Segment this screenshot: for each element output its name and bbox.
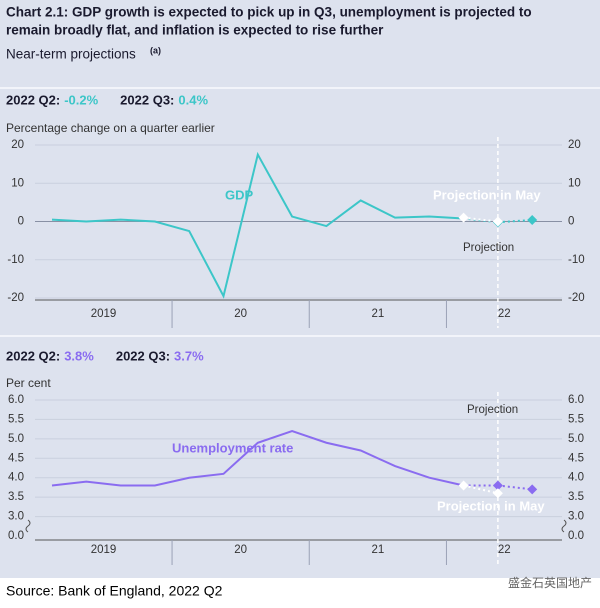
diamond-marker bbox=[458, 480, 469, 491]
y-break-label: 0.0 bbox=[8, 530, 24, 542]
y-tick-label: 20 bbox=[568, 139, 581, 151]
y-tick-label: 3.5 bbox=[8, 491, 24, 503]
headline-label: 2022 Q3: bbox=[120, 92, 174, 107]
y-axis-label: Percentage change on a quarter earlier bbox=[6, 121, 215, 135]
axis-break bbox=[561, 519, 567, 533]
y-tick-label: -10 bbox=[7, 254, 24, 266]
title-line: remain broadly flat, and inflation is ex… bbox=[6, 23, 384, 38]
series-label: Projection bbox=[463, 242, 514, 254]
y-tick-label: 6.0 bbox=[8, 394, 24, 406]
y-tick-label: 10 bbox=[568, 177, 581, 189]
headline-value: 3.8% bbox=[64, 348, 94, 363]
y-tick-label: -20 bbox=[568, 292, 585, 304]
x-tick-label: 2019 bbox=[91, 544, 117, 556]
y-axis-label: Per cent bbox=[6, 376, 51, 390]
series-line bbox=[51, 430, 464, 487]
y-tick-label: 5.0 bbox=[8, 433, 24, 445]
y-tick-label: 3.0 bbox=[8, 511, 24, 523]
diamond-marker bbox=[492, 216, 503, 227]
y-tick-label: 0 bbox=[568, 216, 574, 228]
headline-value: 3.7% bbox=[174, 348, 204, 363]
y-tick-label: 0 bbox=[18, 216, 24, 228]
y-tick-label: 5.5 bbox=[568, 413, 584, 425]
diamond-marker bbox=[458, 212, 469, 223]
series-line bbox=[463, 216, 499, 223]
watermark: 盛金石英国地产 bbox=[508, 575, 592, 590]
y-break-label: 0.0 bbox=[568, 530, 584, 542]
series-label: GDP bbox=[225, 187, 254, 202]
x-tick-label: 22 bbox=[498, 544, 511, 556]
y-tick-label: -10 bbox=[568, 254, 585, 266]
headline-value: 0.4% bbox=[178, 92, 208, 107]
y-tick-label: 5.5 bbox=[8, 413, 24, 425]
y-tick-label: 4.5 bbox=[568, 452, 584, 464]
x-tick-label: 20 bbox=[234, 308, 247, 320]
y-tick-label: 4.0 bbox=[8, 472, 24, 484]
y-tick-label: 3.0 bbox=[568, 511, 584, 523]
headline-label: 2022 Q3: bbox=[116, 348, 170, 363]
series-line bbox=[463, 484, 499, 495]
y-tick-label: -20 bbox=[7, 292, 24, 304]
y-tick-label: 4.5 bbox=[8, 452, 24, 464]
y-tick-label: 5.0 bbox=[568, 433, 584, 445]
background bbox=[0, 0, 600, 578]
series-label: Projection in May bbox=[437, 498, 545, 513]
x-tick-label: 21 bbox=[371, 308, 384, 320]
series-line bbox=[497, 484, 533, 491]
y-tick-label: 10 bbox=[11, 177, 24, 189]
headline-value: -0.2% bbox=[64, 92, 98, 107]
y-tick-label: 4.0 bbox=[568, 472, 584, 484]
series-line bbox=[51, 151, 464, 299]
y-tick-label: 6.0 bbox=[568, 394, 584, 406]
headline-label: 2022 Q2: bbox=[6, 348, 60, 363]
series-label: Projection bbox=[467, 404, 518, 416]
series-label: Unemployment rate bbox=[172, 440, 293, 455]
y-tick-label: 20 bbox=[11, 139, 24, 151]
diamond-marker bbox=[527, 484, 538, 495]
title-line: Chart 2.1: GDP growth is expected to pic… bbox=[6, 5, 532, 20]
diamond-marker bbox=[492, 488, 503, 499]
headline-label: 2022 Q2: bbox=[6, 92, 60, 107]
source: Source: Bank of England, 2022 Q2 bbox=[6, 583, 223, 599]
diamond-marker bbox=[527, 214, 538, 225]
x-tick-label: 22 bbox=[498, 308, 511, 320]
diamond-marker bbox=[492, 480, 503, 491]
subtitle-note: (a) bbox=[150, 45, 161, 55]
x-tick-label: 2019 bbox=[91, 308, 117, 320]
x-tick-label: 20 bbox=[234, 544, 247, 556]
subtitle: Near-term projections bbox=[6, 47, 136, 62]
series-line bbox=[497, 218, 533, 224]
series-label: Projection in May bbox=[433, 187, 541, 202]
x-tick-label: 21 bbox=[371, 544, 384, 556]
y-tick-label: 3.5 bbox=[568, 491, 584, 503]
axis-break bbox=[25, 519, 31, 533]
